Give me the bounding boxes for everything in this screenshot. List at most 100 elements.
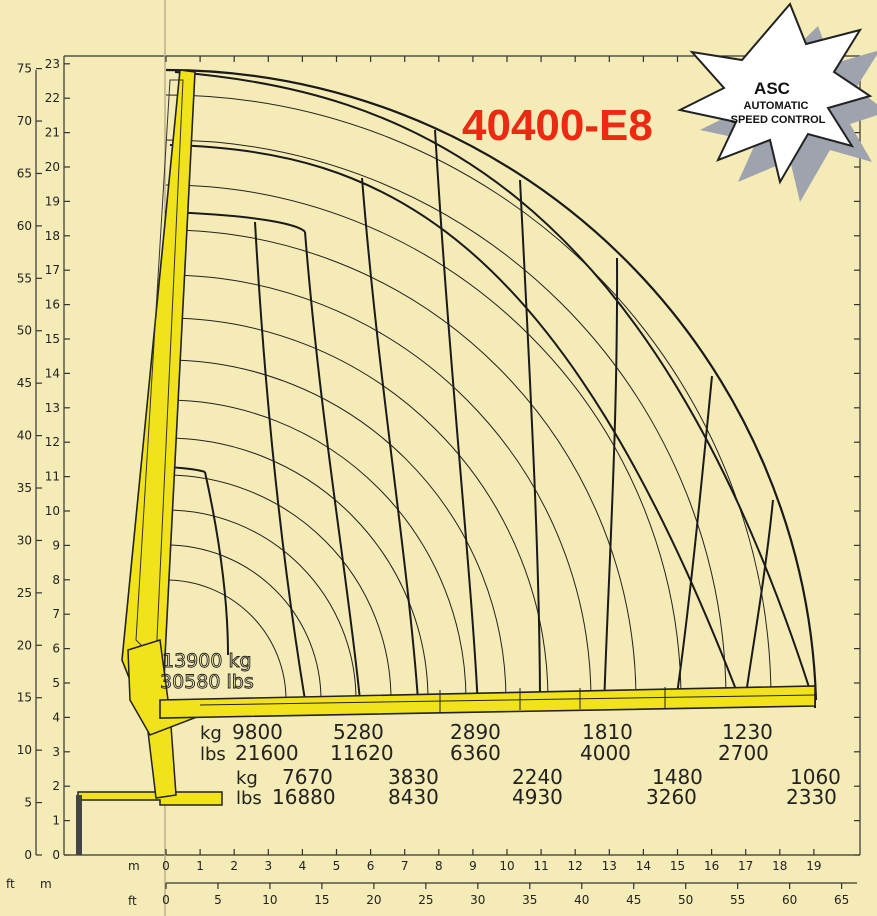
reach-m-tick-label: 0 bbox=[162, 859, 170, 873]
height-m-tick-label: 1 bbox=[52, 814, 60, 828]
reach-m-tick-label: 17 bbox=[738, 859, 753, 873]
height-ft-tick-label: 20 bbox=[17, 638, 32, 652]
reach-arc bbox=[165, 399, 467, 701]
reach-m-tick-label: 4 bbox=[299, 859, 307, 873]
load-limit-curve bbox=[519, 179, 541, 709]
reach-ft-tick-label: 5 bbox=[214, 893, 222, 907]
row1-lbs-value: 21600 bbox=[235, 741, 299, 765]
horizontal-boom-mid bbox=[199, 694, 816, 706]
height-feet-axis: 0 5 10 15 20 25 30 35 40 45 50 55 60 65 70 75 bbox=[17, 62, 42, 862]
reach-arc bbox=[165, 474, 392, 701]
height-ft-tick-label: 55 bbox=[17, 271, 32, 285]
reach-arcs bbox=[165, 68, 818, 701]
reach-arc bbox=[165, 509, 357, 701]
height-m-tick-label: 0 bbox=[52, 848, 60, 862]
height-m-tick-label: 3 bbox=[52, 745, 60, 759]
reach-m-tick-label: 19 bbox=[806, 859, 821, 873]
reach-arc bbox=[165, 317, 549, 701]
reach-m-tick-label: 16 bbox=[704, 859, 719, 873]
model-title: 40400-E8 bbox=[462, 101, 653, 150]
height-m-tick-label: 14 bbox=[45, 366, 60, 380]
height-m-tick-label: 17 bbox=[45, 263, 60, 277]
height-m-tick-label: 19 bbox=[45, 194, 60, 208]
row2-kg-value: 7670 bbox=[282, 765, 333, 789]
outrigger-leg bbox=[76, 795, 82, 855]
height-ft-tick-label: 70 bbox=[17, 114, 32, 128]
load-limit-curve bbox=[204, 471, 229, 656]
reach-m-tick-label: 9 bbox=[469, 859, 477, 873]
reach-ft-tick-label: 60 bbox=[782, 893, 797, 907]
height-ft-tick-label: 0 bbox=[24, 848, 32, 862]
height-m-tick-label: 11 bbox=[45, 470, 60, 484]
reach-arc bbox=[165, 274, 592, 701]
height-ft-tick-label: 5 bbox=[24, 796, 32, 810]
height-m-tick-label: 2 bbox=[52, 779, 60, 793]
load-limit-curve bbox=[674, 375, 713, 709]
height-m-tick-label: 10 bbox=[45, 504, 60, 518]
height-ft-tick-label: 10 bbox=[17, 743, 32, 757]
reach-ft-tick-label: 15 bbox=[314, 893, 329, 907]
height-m-tick-label: 15 bbox=[45, 332, 60, 346]
boom-envelope-curve bbox=[164, 211, 306, 233]
height-ft-tick-label: 50 bbox=[17, 324, 32, 338]
top-load-kg: 13900 kg bbox=[162, 650, 252, 672]
load-row-2: kg lbs 7670 16880 3830 8430 2240 4930 14… bbox=[236, 765, 841, 809]
row2-lbs-value: 3260 bbox=[646, 785, 697, 809]
reach-m-tick-label: 5 bbox=[333, 859, 341, 873]
height-m-tick-label: 4 bbox=[52, 710, 60, 724]
crane-boom-drawing bbox=[76, 69, 816, 855]
load-limit-curve bbox=[434, 129, 479, 709]
reach-arc bbox=[165, 229, 637, 701]
row2-lbs-value: 16880 bbox=[272, 785, 336, 809]
badge-line3: SPEED CONTROL bbox=[731, 114, 826, 126]
reach-feet-axis: 0 5 10 15 20 25 30 35 40 45 50 55 60 65 bbox=[162, 882, 857, 907]
reach-ft-tick-label: 35 bbox=[522, 893, 537, 907]
height-ft-tick-label: 75 bbox=[17, 62, 32, 76]
row1-kg-value: 2890 bbox=[450, 720, 501, 744]
row2-kg-label: kg bbox=[236, 768, 258, 789]
reach-ft-tick-label: 10 bbox=[262, 893, 277, 907]
load-limit-curve bbox=[361, 177, 419, 701]
height-m-tick-label: 13 bbox=[45, 401, 60, 415]
row2-lbs-value: 4930 bbox=[512, 785, 563, 809]
reach-m-tick-label: 6 bbox=[367, 859, 375, 873]
load-limit-curve bbox=[254, 221, 306, 701]
reach-ft-tick-label: 40 bbox=[574, 893, 589, 907]
row2-kg-value: 1060 bbox=[790, 765, 841, 789]
height-m-tick-label: 9 bbox=[52, 538, 60, 552]
reach-m-tick-label: 8 bbox=[435, 859, 443, 873]
height-m-tick-label: 20 bbox=[45, 160, 60, 174]
row2-kg-value: 3830 bbox=[388, 765, 439, 789]
row1-lbs-label: lbs bbox=[200, 744, 226, 765]
reach-m-tick-label: 18 bbox=[772, 859, 787, 873]
height-m-tick-label: 6 bbox=[52, 642, 60, 656]
height-m-tick-label: 8 bbox=[52, 573, 60, 587]
reach-m-tick-label: 15 bbox=[670, 859, 685, 873]
load-limit-curve bbox=[603, 257, 619, 709]
reach-m-tick-label: 13 bbox=[602, 859, 617, 873]
row1-lbs-value: 6360 bbox=[450, 741, 501, 765]
row2-kg-value: 2240 bbox=[512, 765, 563, 789]
reach-m-tick-label: 7 bbox=[401, 859, 409, 873]
reach-arc bbox=[165, 579, 287, 701]
top-load-lbs: 30580 lbs bbox=[160, 671, 254, 693]
load-limit-curve bbox=[304, 231, 361, 701]
load-limit-curve bbox=[743, 499, 774, 709]
boom-envelope-curve bbox=[174, 71, 816, 707]
reach-arc bbox=[165, 139, 727, 701]
height-m-tick-label: 23 bbox=[45, 57, 60, 71]
left-m-unit-label: m bbox=[40, 877, 52, 891]
reach-ft-tick-label: 55 bbox=[730, 893, 745, 907]
badge-star bbox=[677, 2, 873, 185]
reach-ft-tick-label: 25 bbox=[418, 893, 433, 907]
reach-arc bbox=[165, 544, 322, 701]
row1-kg-value: 1810 bbox=[582, 720, 633, 744]
reach-m-tick-label: 3 bbox=[264, 859, 272, 873]
reach-ft-tick-label: 30 bbox=[470, 893, 485, 907]
reach-arc bbox=[165, 359, 507, 701]
height-m-tick-label: 21 bbox=[45, 126, 60, 140]
row1-kg-value: 5280 bbox=[333, 720, 384, 744]
reach-ft-tick-label: 0 bbox=[162, 893, 170, 907]
asc-badge: ASC AUTOMATIC SPEED CONTROL bbox=[677, 2, 877, 202]
